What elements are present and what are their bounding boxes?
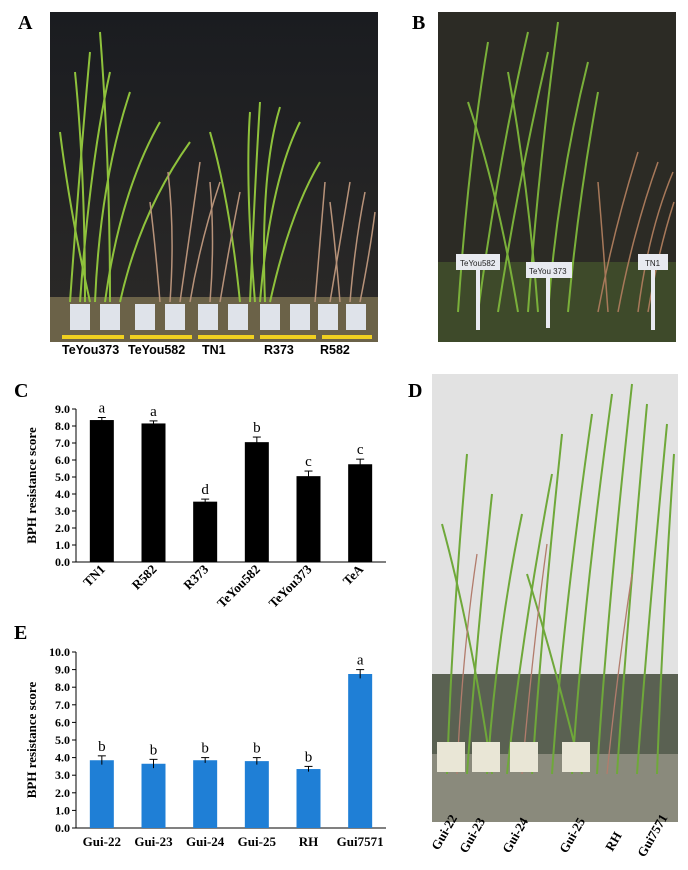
category-label: RH [299, 834, 319, 849]
panel-a-label-row: TeYou373 TeYou582 TN1 R373 R582 [62, 343, 378, 359]
category-label: R373 [180, 561, 211, 592]
label-rh: RH [602, 829, 625, 854]
y-tick-label: 3.0 [55, 768, 70, 782]
significance-letter: b [253, 420, 260, 436]
category-label: Gui-25 [238, 834, 277, 849]
category-label: TN1 [80, 562, 108, 590]
category-label: TeYou582 [214, 562, 263, 610]
y-tick-label: 1.0 [55, 803, 70, 817]
y-tick-label: 0.0 [55, 555, 70, 569]
panel-e-letter: E [14, 622, 28, 644]
bar [89, 760, 114, 828]
significance-letter: b [201, 741, 209, 757]
label-r373: R373 [264, 343, 294, 357]
tag-tn1: TN1 [645, 259, 661, 268]
y-tick-label: 2.0 [55, 521, 70, 535]
bar [89, 420, 114, 562]
y-tick-label: 10.0 [49, 645, 70, 659]
y-tick-label: 9.0 [55, 402, 70, 416]
y-axis-label: BPH resistance score [24, 682, 39, 799]
chart-e-svg: BPH resistance score 0.0 1.0 2.0 3.0 4.0 5.0 6.… [24, 645, 386, 849]
label-tn1: TN1 [202, 343, 226, 357]
category-label: TeA [340, 561, 367, 588]
chart-c: BPH resistance score 0.0 1.0 2.0 3.0 4.0 5.0 6.… [14, 380, 394, 611]
panel-d-letter: D [408, 380, 423, 402]
y-tick-label: 9.0 [55, 663, 70, 677]
significance-letter: d [201, 482, 209, 498]
y-tick-label: 3.0 [55, 504, 70, 518]
y-tick-label: 7.0 [55, 436, 70, 450]
panel-b-letter: B [412, 12, 426, 34]
rice-plants-photo-b: TeYou582 TeYou 373 TN1 [438, 12, 676, 342]
bar [193, 760, 218, 828]
y-tick-label: 8.0 [55, 419, 70, 433]
significance-letter: a [357, 653, 364, 669]
y-axis-label: BPH resistance score [24, 427, 39, 544]
category-label: Gui7571 [337, 834, 384, 849]
panel-b-photo: TeYou582 TeYou 373 TN1 [438, 12, 676, 342]
chart-c-svg: BPH resistance score 0.0 1.0 2.0 3.0 4.0 5.0 6.… [24, 401, 386, 611]
rice-plants-photo-d [432, 374, 678, 822]
chart-e: BPH resistance score 0.0 1.0 2.0 3.0 4.0 5.0 6.… [14, 620, 394, 865]
bar [244, 442, 269, 562]
bar [193, 501, 218, 562]
y-tick-label: 1.0 [55, 538, 70, 552]
y-tick-label: 8.0 [55, 680, 70, 694]
bar [296, 769, 321, 828]
tag-teyou373: TeYou 373 [529, 267, 567, 276]
category-label: Gui-22 [83, 834, 121, 849]
panel-a-photo [50, 12, 378, 342]
category-label: Gui-24 [186, 834, 225, 849]
y-tick-label: 5.0 [55, 733, 70, 747]
significance-letter: b [98, 739, 106, 755]
y-tick-label: 0.0 [55, 821, 70, 835]
y-tick-label: 2.0 [55, 786, 70, 800]
y-tick-label: 4.0 [55, 751, 70, 765]
rice-plants-photo-a [50, 12, 378, 342]
y-tick-label: 6.0 [55, 715, 70, 729]
significance-letter: c [305, 454, 312, 470]
label-r582: R582 [320, 343, 350, 357]
panel-d-photo [432, 374, 678, 822]
significance-letter: b [305, 749, 313, 765]
significance-letter: c [357, 442, 364, 458]
significance-letter: a [98, 401, 105, 417]
panel-a-letter: A [18, 12, 33, 34]
y-tick-label: 6.0 [55, 453, 70, 467]
significance-letter: a [150, 404, 157, 420]
y-tick-label: 7.0 [55, 698, 70, 712]
significance-letter: b [150, 742, 158, 758]
label-teyou373: TeYou373 [62, 343, 120, 357]
bar [141, 763, 166, 828]
significance-letter: b [253, 741, 260, 757]
bar [141, 423, 166, 562]
category-label: TeYou373 [266, 561, 315, 610]
category-label: R582 [129, 562, 160, 593]
bar [348, 674, 373, 828]
panel-c-letter: C [14, 380, 29, 402]
y-tick-label: 5.0 [55, 470, 70, 484]
category-label: Gui-23 [134, 834, 173, 849]
bar [244, 761, 269, 828]
y-tick-label: 4.0 [55, 487, 70, 501]
bar [348, 464, 373, 562]
tag-teyou582: TeYou582 [460, 259, 496, 268]
bar [296, 476, 321, 562]
label-teyou582: TeYou582 [128, 343, 186, 357]
